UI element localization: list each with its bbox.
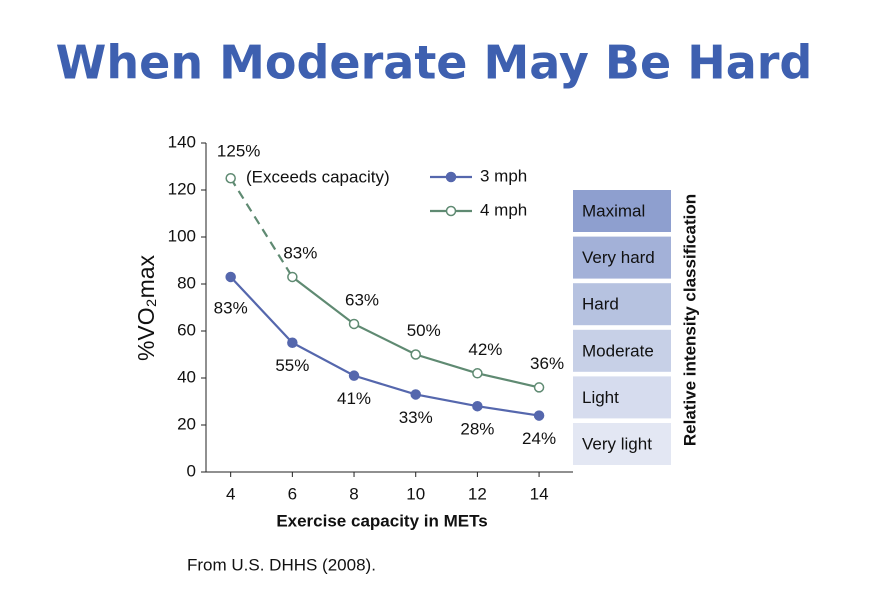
intensity-box [573,236,671,279]
y-tick-label: 140 [168,132,196,151]
y-tick-label: 0 [187,461,196,480]
legend-label: 4 mph [480,200,527,219]
y-tick-label: 20 [177,414,196,433]
intensity-label: Maximal [582,201,645,220]
y-tick-label: 100 [168,226,196,245]
data-label: 28% [460,420,494,439]
point [348,370,360,381]
x-tick-label: 8 [349,484,358,503]
data-label: 55% [275,356,309,375]
annotation: (Exceeds capacity) [246,167,390,186]
source-note: From U.S. DHHS (2008). [187,555,376,574]
point [287,337,298,348]
intensity-box [573,190,671,232]
intensity-box [573,283,671,326]
point [410,349,421,360]
slide-title: When Moderate May Be Hard [56,36,813,90]
data-label: 33% [399,408,433,427]
intensity-box [573,376,671,419]
intensity-label: Moderate [582,341,654,360]
x-tick-label: 14 [530,484,549,503]
point [472,368,483,379]
series-line [229,276,540,417]
y-tick-label: 80 [177,273,196,292]
intensity-box [573,423,671,465]
y-tick-label: 40 [177,367,196,386]
data-label: 125% [217,142,260,161]
intensity-label: Very light [582,434,652,453]
y-axis-label: %VO₂max [133,254,159,361]
legend-label: 3 mph [480,166,527,185]
point [225,271,236,283]
x-axis-label: Exercise capacity in METs [276,511,487,530]
legend-marker [445,205,457,217]
legend-marker [445,171,457,183]
point [225,173,236,184]
intensity-label: Relative intensity classification [680,194,699,446]
point [287,271,298,283]
point [472,400,483,412]
intensity-label: Very hard [582,248,655,267]
x-tick-label: 12 [468,484,487,503]
point [533,382,545,393]
data-label: 63% [345,290,379,309]
x-tick-label: 10 [406,484,425,503]
point [410,389,421,400]
data-label: 83% [214,298,248,317]
intensity-label: Light [582,388,619,407]
data-label: 36% [530,354,564,373]
data-label: 50% [407,321,441,340]
data-label: 24% [522,429,556,448]
intensity-box [573,329,671,372]
intensity-label: Hard [582,295,619,314]
y-tick-label: 120 [168,179,196,198]
x-tick-label: 6 [288,484,297,503]
data-label: 41% [337,389,371,408]
data-label: 83% [283,243,317,262]
point [533,410,545,421]
x-tick-label: 4 [226,484,235,503]
series-line [229,177,294,278]
point [348,318,360,330]
data-label: 42% [468,340,502,359]
y-tick-label: 60 [177,320,196,339]
